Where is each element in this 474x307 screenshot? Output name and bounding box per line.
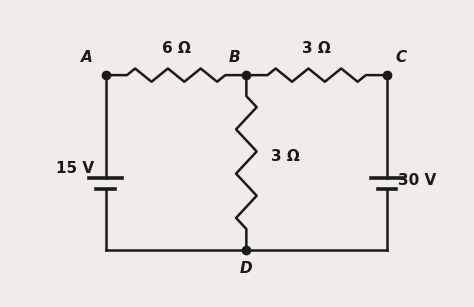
Text: A: A <box>81 49 93 64</box>
Text: 15 V: 15 V <box>56 161 94 176</box>
Text: D: D <box>240 261 253 276</box>
Text: 30 V: 30 V <box>398 173 437 188</box>
Text: B: B <box>229 49 240 64</box>
Text: 3 Ω: 3 Ω <box>271 149 300 164</box>
Text: 3 Ω: 3 Ω <box>302 41 331 56</box>
Text: C: C <box>395 49 407 64</box>
Text: 6 Ω: 6 Ω <box>162 41 191 56</box>
